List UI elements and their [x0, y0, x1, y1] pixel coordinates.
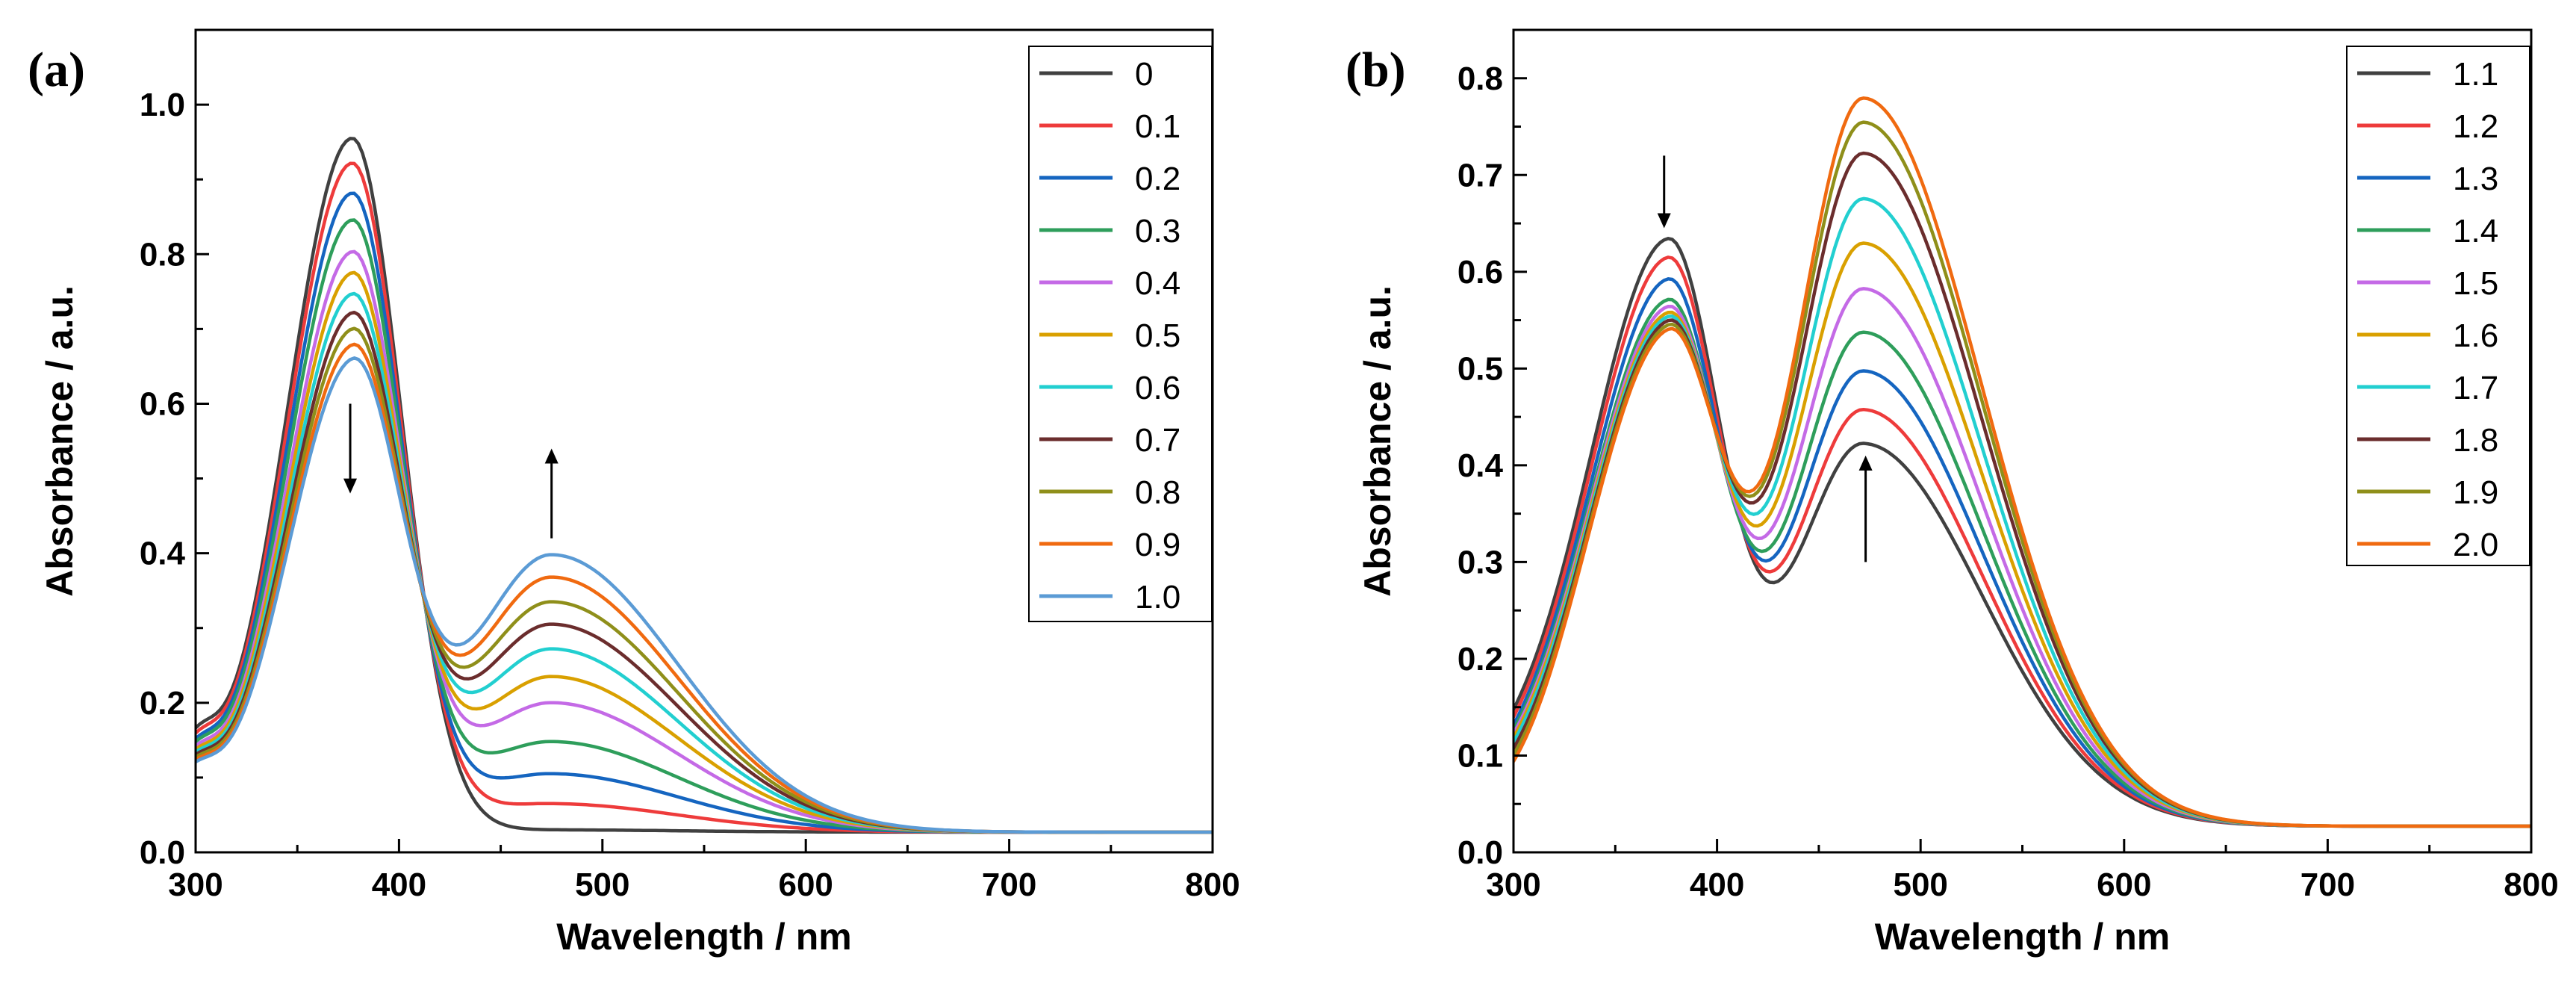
legend: 0 0.1 0.2 0.3 0.4 0.5 0.6 0.7 0.8 0.9 1.0: [1028, 46, 1213, 622]
legend-frame: [2346, 46, 2530, 566]
x-tick-label: 400: [1690, 867, 1744, 903]
y-axis-title: Absorbance / a.u.: [39, 285, 81, 597]
x-tick-label: 800: [1185, 867, 1239, 903]
y-tick-label: 0.6: [140, 385, 185, 422]
x-tick-label: 300: [168, 867, 223, 903]
arrow-head: [1657, 213, 1671, 229]
legend-label-0.6: 0.6: [1135, 370, 1180, 406]
chart-panel-a: 300 400 500 600 700 800 0.0 0.2 0.4 0.6 0.8 1.0 Wave…: [28, 28, 1240, 958]
y-tick-label: 0.8: [1457, 61, 1503, 97]
y-tick-label: 0.2: [140, 685, 185, 722]
legend-label-1.1: 1.1: [2453, 56, 2498, 93]
arrow-up: [1858, 455, 1873, 562]
arrow-down: [343, 403, 358, 494]
legend-label-0.5: 0.5: [1135, 317, 1180, 354]
x-tick-label: 700: [982, 867, 1036, 903]
arrow-head: [1858, 455, 1873, 471]
y-tick-label: 0.8: [140, 236, 185, 273]
x-tick-label: 400: [372, 867, 426, 903]
chart-panel-b: 300 400 500 600 700 800 0.0 0.1 0.2 0.3 0.4 0.5 0.6 0…: [1345, 28, 2559, 958]
x-tick-label: 500: [575, 867, 629, 903]
legend-label-0.2: 0.2: [1135, 161, 1180, 197]
arrow-up: [544, 448, 559, 539]
series-group: [1513, 96, 2531, 828]
arrow-down: [1657, 155, 1671, 229]
x-tick-label: 600: [2097, 867, 2151, 903]
legend-label-2.0: 2.0: [2453, 527, 2498, 563]
arrow-head: [343, 478, 358, 494]
y-tick-label: 0.2: [1457, 641, 1503, 678]
series-line-1.0: [196, 356, 1213, 834]
legend-label-0.3: 0.3: [1135, 213, 1180, 249]
series-line-2.0: [1513, 96, 2531, 828]
legend-label-1.2: 1.2: [2453, 108, 2498, 145]
panel-label: (b): [1345, 43, 1406, 97]
legend-label-0: 0: [1135, 56, 1153, 93]
legend-label-0.7: 0.7: [1135, 422, 1180, 459]
y-tick-label: 0.1: [1457, 737, 1503, 774]
legend-label-1.5: 1.5: [2453, 265, 2498, 302]
y-tick-label: 0.3: [1457, 544, 1503, 580]
x-tick-label: 500: [1893, 867, 1947, 903]
legend-label-1.7: 1.7: [2453, 370, 2498, 406]
legend: 1.1 1.2 1.3 1.4 1.5 1.6 1.7 1.8 1.9 2.0: [2346, 46, 2530, 566]
y-tick-label: 0.5: [1457, 350, 1503, 387]
y-tick-label: 0.6: [1457, 254, 1503, 291]
legend-label-0.8: 0.8: [1135, 474, 1180, 511]
legend-label-0.4: 0.4: [1135, 265, 1180, 302]
legend-label-1.3: 1.3: [2453, 161, 2498, 197]
x-axis-title: Wavelength / nm: [556, 916, 851, 958]
legend-label-1.4: 1.4: [2453, 213, 2498, 249]
legend-label-1.8: 1.8: [2453, 422, 2498, 459]
y-tick-label: 0.4: [140, 536, 186, 572]
legend-label-1.0: 1.0: [1135, 579, 1180, 616]
arrow-head: [544, 448, 559, 464]
y-axis-title: Absorbance / a.u.: [1357, 285, 1399, 597]
x-tick-label: 800: [2504, 867, 2558, 903]
y-tick-label: 0.0: [1457, 834, 1503, 871]
y-tick-label: 1.0: [140, 87, 185, 123]
x-axis-title: Wavelength / nm: [1875, 916, 2170, 958]
y-tick-label: 0.4: [1457, 447, 1504, 484]
panel-label: (a): [28, 43, 85, 97]
y-tick-label: 0.0: [140, 834, 185, 871]
legend-label-0.9: 0.9: [1135, 527, 1180, 563]
x-tick-label: 300: [1486, 867, 1540, 903]
x-tick-label: 600: [778, 867, 833, 903]
legend-label-0.1: 0.1: [1135, 108, 1180, 145]
x-tick-label: 700: [2300, 867, 2355, 903]
legend-label-1.9: 1.9: [2453, 474, 2498, 511]
series-group: [196, 137, 1213, 834]
y-tick-label: 0.7: [1457, 157, 1503, 193]
legend-label-1.6: 1.6: [2453, 317, 2498, 354]
